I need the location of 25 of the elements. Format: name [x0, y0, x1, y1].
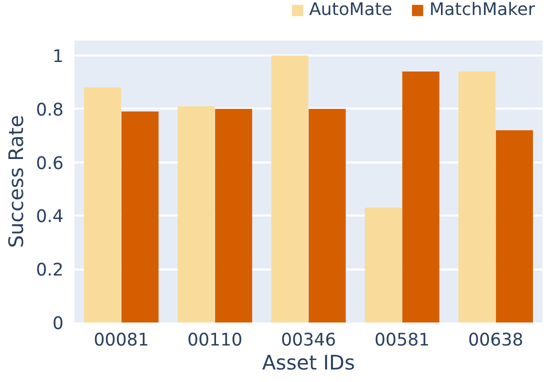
y-tick-label: 1	[52, 46, 64, 67]
bar	[215, 108, 252, 322]
bar	[402, 71, 440, 322]
bar	[84, 88, 122, 322]
x-tick-label: 00081	[94, 330, 149, 350]
y-tick-label: 0	[52, 314, 64, 334]
x-tick-label: 00110	[187, 330, 242, 350]
bar	[178, 106, 215, 322]
bar	[458, 71, 496, 322]
bar	[308, 108, 346, 322]
x-tick-label: 00581	[374, 330, 430, 350]
x-tick-label: 00638	[468, 330, 524, 350]
y-tick-label: 0.8	[36, 100, 64, 120]
y-axis-title: Success Rate	[4, 115, 28, 248]
bar	[271, 55, 308, 322]
x-axis-title: Asset IDs	[262, 350, 355, 374]
y-tick-label: 0.6	[36, 154, 64, 174]
x-tick-label: 00346	[280, 330, 336, 350]
y-tick-label: 0.2	[36, 260, 64, 281]
y-tick-label: 0.4	[36, 207, 64, 228]
legend-label: MatchMaker	[429, 0, 535, 20]
bar	[121, 112, 159, 322]
bar	[496, 130, 533, 322]
legend-label: AutoMate	[309, 0, 392, 20]
bar	[364, 208, 402, 322]
